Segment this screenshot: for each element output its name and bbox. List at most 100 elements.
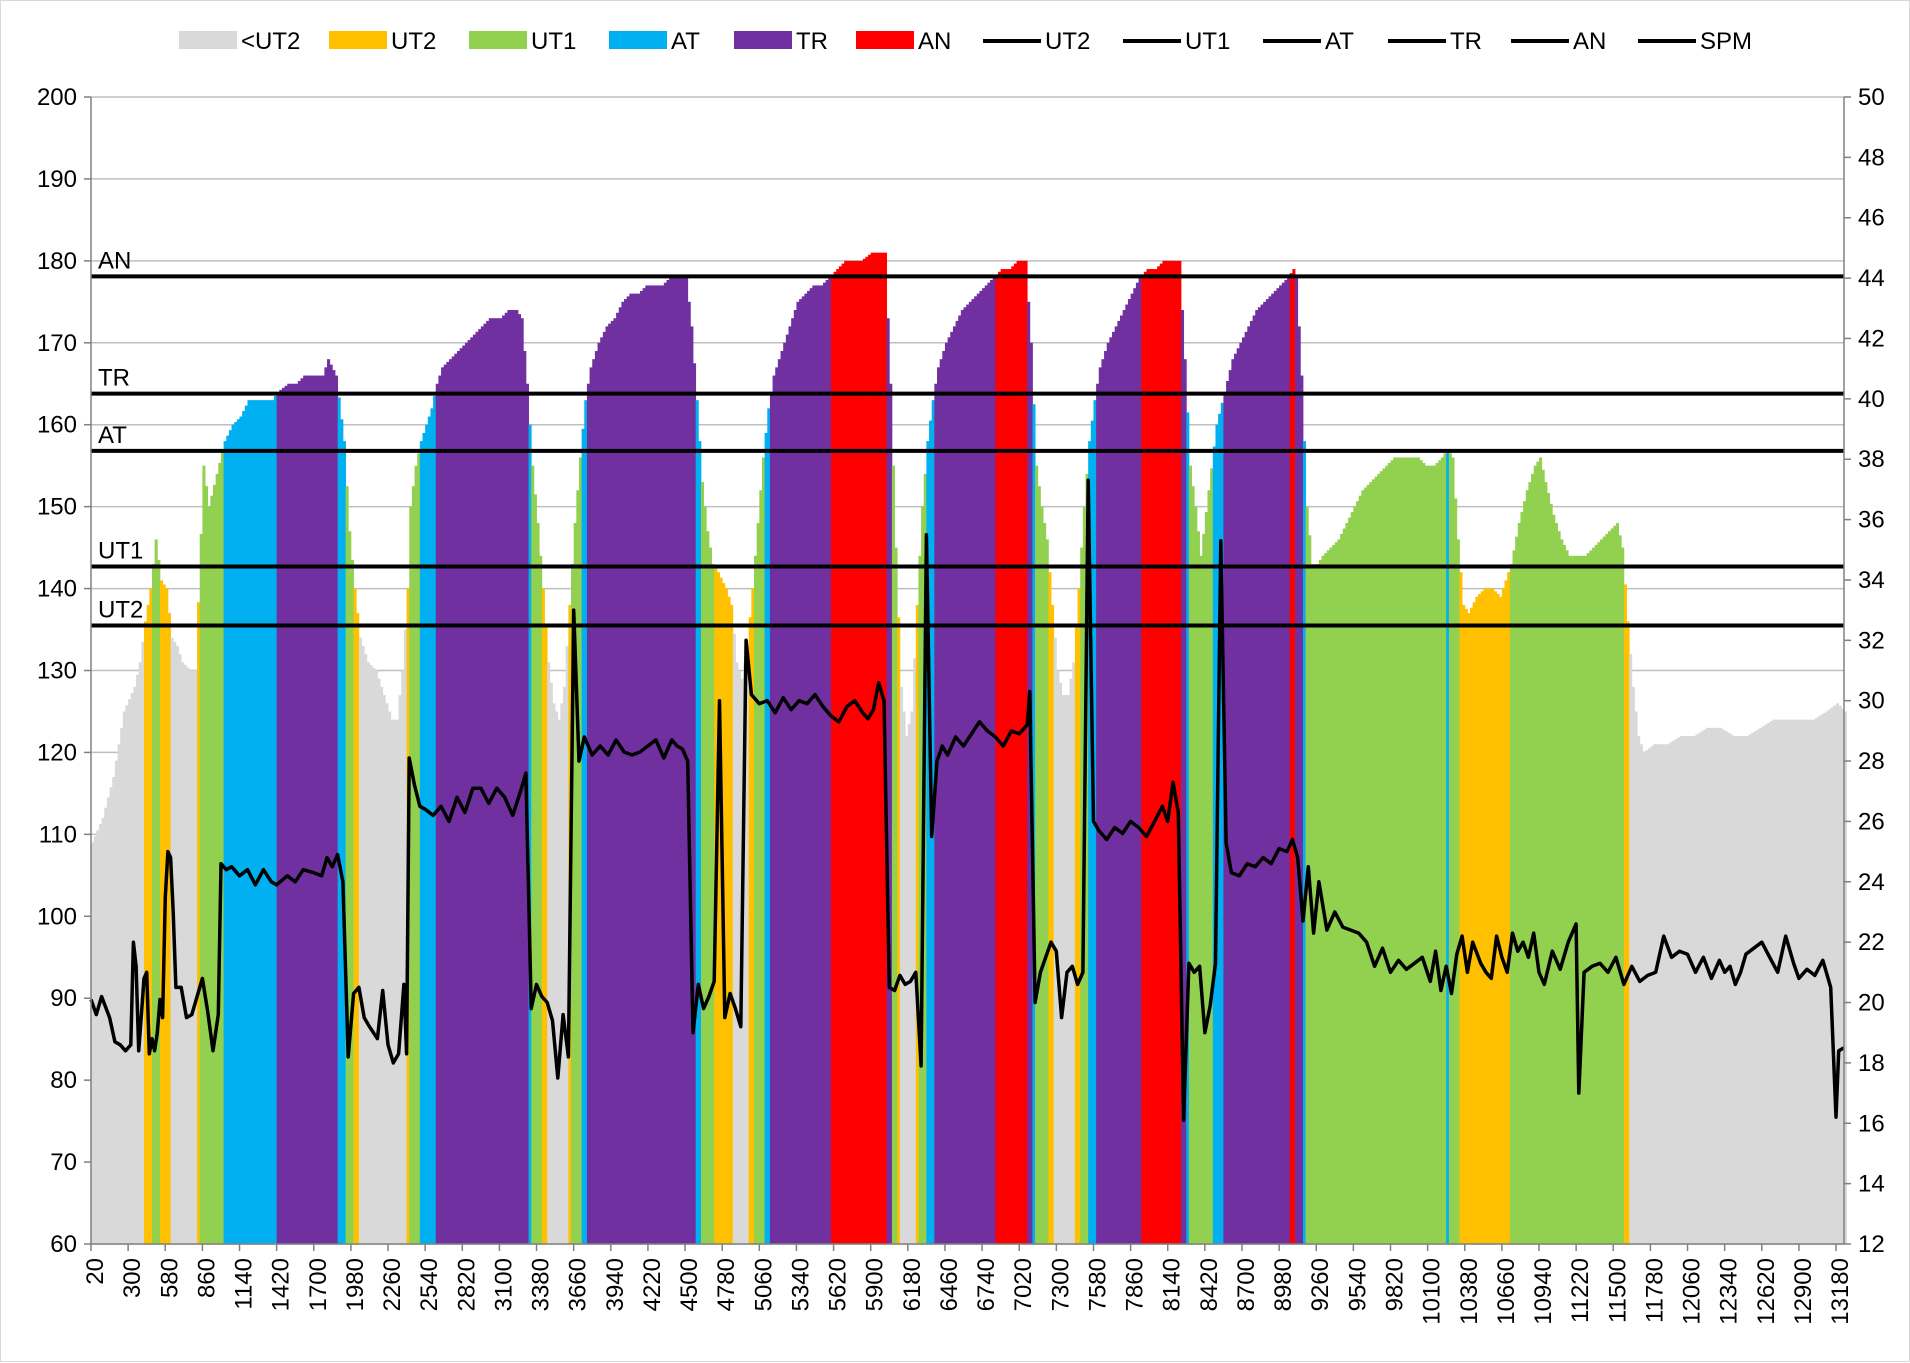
hr-bar: [1613, 525, 1617, 1244]
x-tick-label: 4220: [639, 1258, 666, 1311]
hr-bar: [1602, 536, 1606, 1244]
hr-bar: [905, 736, 909, 1244]
hr-bar: [1777, 719, 1781, 1244]
hr-bar: [997, 271, 1002, 1244]
hr-bar: [1584, 555, 1588, 1244]
y-right-tick-label: 44: [1858, 265, 1885, 292]
x-tick-label: 10100: [1419, 1258, 1446, 1325]
hr-bar: [1820, 714, 1824, 1244]
legend-swatch: [469, 31, 527, 49]
legend: <UT2 UT2 UT1 AT TR AN UT2 UT1 AT TR AN SPM: [179, 28, 1752, 55]
threshold-label-at: AT: [98, 422, 127, 449]
hr-bar: [960, 310, 964, 1244]
hr-bar: [822, 282, 827, 1244]
hr-bar: [1467, 613, 1471, 1244]
hr-bar: [1387, 462, 1391, 1244]
x-tick-label: 9260: [1307, 1258, 1334, 1311]
hr-bar: [756, 523, 760, 1244]
hr-bar: [727, 596, 731, 1244]
x-tick-label: 8140: [1159, 1258, 1186, 1311]
hr-bar: [1279, 285, 1283, 1245]
hr-bar: [311, 375, 315, 1244]
hr-bar: [1255, 310, 1259, 1244]
hr-bar: [1655, 744, 1659, 1244]
hr-bar: [1101, 359, 1105, 1245]
y-right-tick-label: 14: [1858, 1171, 1885, 1198]
legend-label: UT2: [391, 28, 436, 55]
hr-bar: [645, 285, 649, 1245]
hr-bar: [730, 604, 734, 1244]
hr-bar: [1493, 591, 1497, 1244]
hr-bar: [1446, 449, 1450, 1244]
hr-bar: [1292, 269, 1296, 1244]
hr-bar: [539, 555, 543, 1244]
hr-bar: [1767, 722, 1771, 1244]
hr-bar: [427, 416, 431, 1244]
hr-bar: [605, 326, 609, 1244]
hr-bar: [1371, 479, 1375, 1244]
hr-bar: [1173, 260, 1177, 1244]
hr-bar: [844, 260, 848, 1244]
hr-bar: [1658, 744, 1662, 1244]
hr-bar: [1340, 533, 1344, 1244]
hr-bar: [1239, 342, 1243, 1244]
hr-bar: [1268, 296, 1272, 1245]
hr-bar: [1143, 271, 1147, 1244]
y-left-tick-label: 130: [37, 658, 77, 685]
x-tick-label: 6180: [899, 1258, 926, 1311]
hr-bar: [1838, 706, 1842, 1244]
hr-bar: [1674, 739, 1678, 1244]
hr-bar: [1570, 555, 1574, 1244]
hr-bar: [1175, 260, 1179, 1244]
hr-bar: [754, 555, 758, 1244]
hr-bar: [533, 494, 537, 1244]
hr-bar: [1005, 269, 1010, 1244]
y-right-tick-label: 48: [1858, 144, 1885, 171]
hr-bar: [873, 252, 877, 1244]
hr-bar: [682, 277, 686, 1244]
hr-bar: [146, 604, 150, 1244]
hr-bar: [616, 312, 620, 1244]
hr-bar: [483, 323, 487, 1244]
hr-bar: [151, 563, 156, 1244]
hr-bar: [881, 252, 885, 1244]
hr-bar: [1549, 503, 1553, 1245]
hr-bar: [634, 293, 638, 1245]
hr-bar: [1671, 740, 1675, 1244]
hr-bar: [618, 307, 622, 1244]
hr-bar: [913, 658, 917, 1244]
x-tick-label: 7580: [1084, 1258, 1111, 1311]
hr-bar: [1157, 266, 1161, 1244]
hr-bar: [1666, 744, 1670, 1244]
y-right-tick-label: 12: [1858, 1231, 1885, 1258]
hr-bar: [1536, 461, 1540, 1244]
hr-bar: [1578, 555, 1582, 1244]
hr-bar: [1480, 591, 1484, 1244]
hr-bar: [557, 719, 561, 1244]
hr-bar: [1809, 719, 1813, 1244]
hr-bar: [128, 699, 132, 1244]
hr-bar: [491, 318, 495, 1244]
x-tick-label: 7020: [1010, 1258, 1037, 1311]
hr-bar: [584, 400, 588, 1244]
hr-bar: [902, 711, 906, 1244]
hr-bar: [1531, 473, 1535, 1244]
hr-bar: [1180, 310, 1185, 1244]
hr-bar: [1220, 402, 1224, 1244]
hr-bar: [1801, 719, 1805, 1244]
hr-bar: [1326, 550, 1330, 1244]
hr-bar: [422, 432, 426, 1245]
hr-bar: [1207, 490, 1211, 1244]
hr-bar: [1488, 588, 1492, 1244]
hr-bar: [255, 400, 259, 1244]
hr-bar: [234, 421, 238, 1244]
hr-bar: [1780, 719, 1784, 1244]
hr-bar: [1393, 457, 1397, 1244]
hr-bar: [1594, 544, 1598, 1244]
hr-bar: [1512, 550, 1516, 1244]
hr-bar: [141, 641, 145, 1244]
x-tick-label: 5620: [825, 1258, 852, 1311]
hr-bar: [417, 453, 421, 1244]
zone-threshold-lines: UT2 UT1 AT TR AN: [91, 247, 1844, 628]
hr-bar: [1003, 269, 1007, 1244]
